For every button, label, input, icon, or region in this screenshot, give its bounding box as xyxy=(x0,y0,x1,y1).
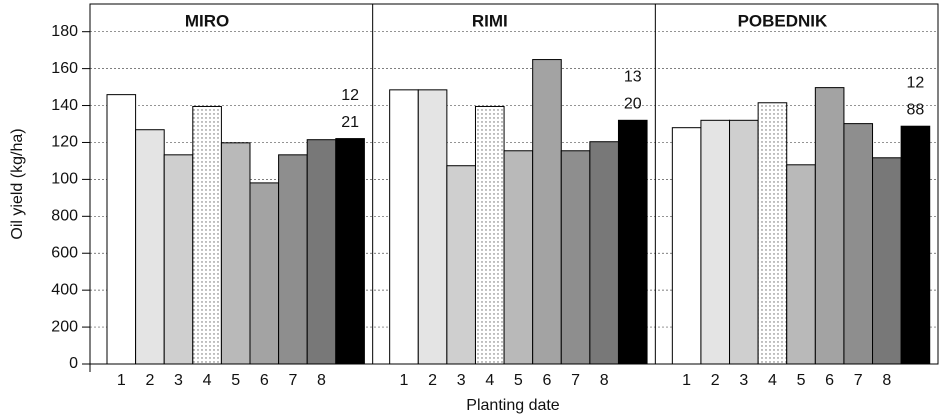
x-tick-label: 7 xyxy=(854,372,863,389)
x-tick-label: 2 xyxy=(145,372,154,389)
x-tick-label: 1 xyxy=(682,372,691,389)
x-tick-label: 4 xyxy=(203,372,212,389)
y-tick-label: 400 xyxy=(51,281,78,298)
x-tick-label: 6 xyxy=(543,372,552,389)
bar xyxy=(814,87,845,365)
x-tick-label: 8 xyxy=(600,372,609,389)
y-tick-label: 160 xyxy=(51,60,78,77)
y-tick-label: 120 xyxy=(51,134,78,151)
value-label: 12 xyxy=(907,74,925,91)
bar xyxy=(220,142,251,365)
value-label: 20 xyxy=(624,96,642,113)
bar xyxy=(671,127,702,365)
y-tick-label: 800 xyxy=(51,208,78,225)
bar xyxy=(900,125,931,365)
x-axis-title: Planting date xyxy=(466,397,560,414)
y-tick-label: 600 xyxy=(51,244,78,261)
x-tick-label: 1 xyxy=(400,372,409,389)
bar xyxy=(474,105,505,365)
bar xyxy=(417,89,448,365)
x-tick-label: 5 xyxy=(231,372,240,389)
value-label: 21 xyxy=(341,114,359,131)
y-tick-label: 0 xyxy=(69,355,78,372)
x-tick-label: 2 xyxy=(711,372,720,389)
x-tick-label: 5 xyxy=(514,372,523,389)
value-label: 12 xyxy=(341,87,359,104)
x-tick-label: 7 xyxy=(571,372,580,389)
group-title: POBEDNIK xyxy=(738,11,828,30)
bar xyxy=(532,59,562,365)
x-tick-label: 7 xyxy=(288,372,297,389)
group-title: RIMI xyxy=(472,11,508,30)
bar xyxy=(843,123,874,365)
x-tick-label: 3 xyxy=(739,372,748,389)
bar xyxy=(106,94,137,365)
bar xyxy=(163,154,194,365)
value-label: 13 xyxy=(624,69,642,86)
bar xyxy=(335,138,365,365)
bar xyxy=(389,89,419,365)
y-tick-label: 100 xyxy=(51,171,78,188)
bar xyxy=(306,139,337,365)
bar xyxy=(872,157,902,365)
group-title: MIRO xyxy=(185,11,229,30)
x-tick-label: 6 xyxy=(260,372,269,389)
x-tick-label: 3 xyxy=(457,372,466,389)
bar xyxy=(617,119,648,365)
bar xyxy=(560,150,591,365)
bar xyxy=(278,154,308,365)
bar xyxy=(589,141,619,365)
x-tick-label: 8 xyxy=(317,372,326,389)
x-tick-label: 4 xyxy=(485,372,494,389)
value-label: 88 xyxy=(907,101,925,118)
bar xyxy=(135,129,165,365)
y-tick-label: 200 xyxy=(51,318,78,335)
bar xyxy=(786,164,816,365)
x-tick-label: 5 xyxy=(797,372,806,389)
y-tick-label: 180 xyxy=(51,23,78,40)
x-tick-label: 6 xyxy=(825,372,834,389)
bar xyxy=(192,105,222,365)
bar xyxy=(249,182,280,365)
y-tick-label: 140 xyxy=(51,97,78,114)
x-tick-label: 4 xyxy=(768,372,777,389)
bar xyxy=(757,102,788,365)
bar xyxy=(729,119,759,365)
bar xyxy=(503,150,534,365)
bar xyxy=(446,165,476,365)
plot-frame xyxy=(89,3,939,365)
x-tick-label: 1 xyxy=(117,372,126,389)
y-axis-title: Oil yield (kg/ha) xyxy=(9,128,26,239)
bar xyxy=(700,119,731,365)
x-tick-label: 2 xyxy=(428,372,437,389)
x-tick-label: 3 xyxy=(174,372,183,389)
x-tick-label: 8 xyxy=(882,372,891,389)
